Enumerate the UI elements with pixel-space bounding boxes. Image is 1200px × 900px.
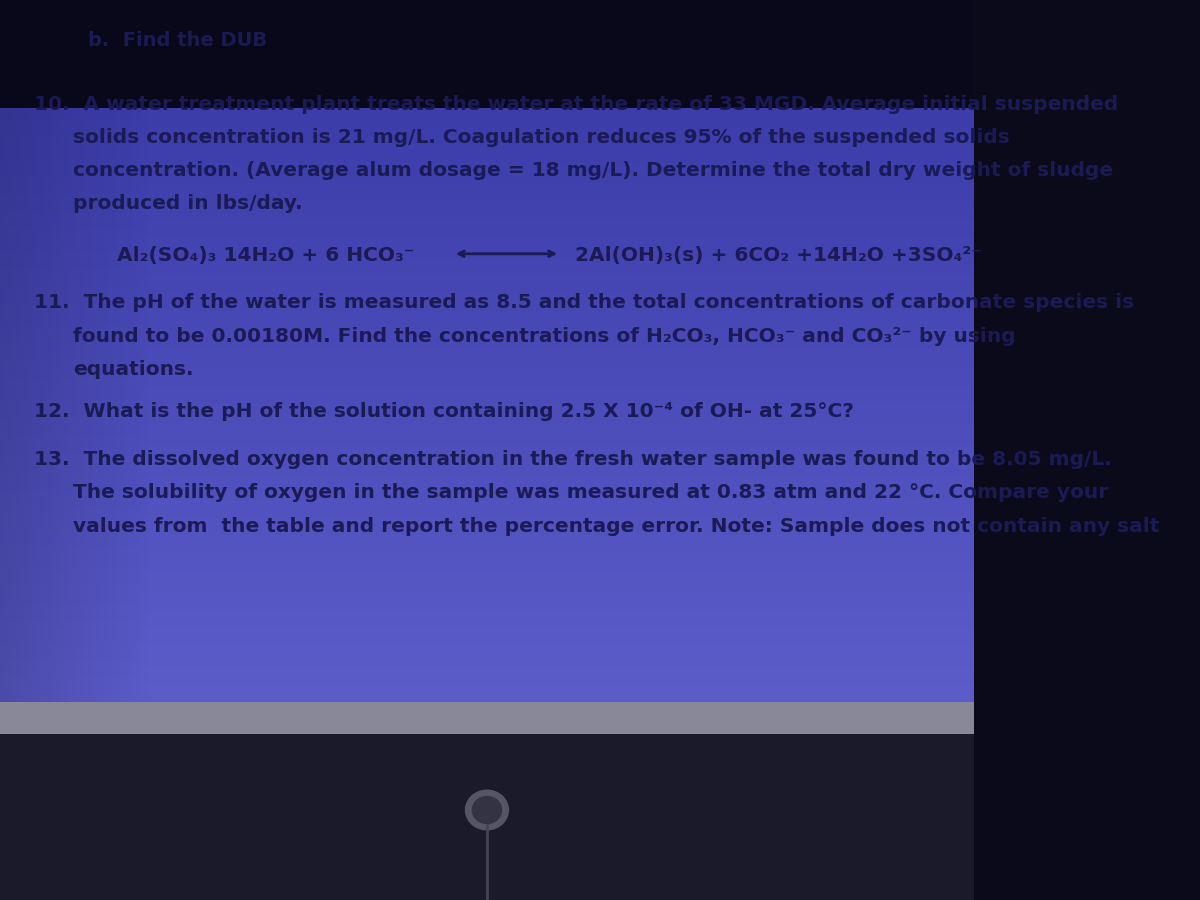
Circle shape (466, 790, 509, 830)
Circle shape (473, 796, 502, 824)
Text: 10.  A water treatment plant treats the water at the rate of 33 MGD. Average ini: 10. A water treatment plant treats the w… (34, 94, 1118, 113)
Text: 11.  The pH of the water is measured as 8.5 and the total concentrations of carb: 11. The pH of the water is measured as 8… (34, 293, 1134, 312)
Text: found to be 0.00180M. Find the concentrations of H₂CO₃, HCO₃⁻ and CO₃²⁻ by using: found to be 0.00180M. Find the concentra… (73, 327, 1015, 346)
Text: concentration. (Average alum dosage = 18 mg/L). Determine the total dry weight o: concentration. (Average alum dosage = 18… (73, 161, 1114, 180)
Text: b.  Find the DUB: b. Find the DUB (88, 32, 266, 50)
Text: values from  the table and report the percentage error. Note: Sample does not co: values from the table and report the per… (73, 517, 1159, 535)
Text: Al₂(SO₄)₃ 14H₂O + 6 HCO₃⁻: Al₂(SO₄)₃ 14H₂O + 6 HCO₃⁻ (116, 246, 414, 265)
Text: 12.  What is the pH of the solution containing 2.5 X 10⁻⁴ of OH- at 25°C?: 12. What is the pH of the solution conta… (34, 402, 854, 421)
Bar (0, 702, 974, 738)
Bar (0, 734, 974, 900)
Text: equations.: equations. (73, 360, 193, 379)
Bar (0, 0, 974, 108)
Text: solids concentration is 21 mg/L. Coagulation reduces 95% of the suspended solids: solids concentration is 21 mg/L. Coagula… (73, 128, 1009, 147)
Text: produced in lbs/day.: produced in lbs/day. (73, 194, 302, 213)
Text: The solubility of oxygen in the sample was measured at 0.83 atm and 22 °C. Compa: The solubility of oxygen in the sample w… (73, 483, 1109, 502)
Text: 2Al(OH)₃(s) + 6CO₂ +14H₂O +3SO₄²⁻: 2Al(OH)₃(s) + 6CO₂ +14H₂O +3SO₄²⁻ (575, 246, 982, 265)
Text: 13.  The dissolved oxygen concentration in the fresh water sample was found to b: 13. The dissolved oxygen concentration i… (34, 450, 1112, 469)
